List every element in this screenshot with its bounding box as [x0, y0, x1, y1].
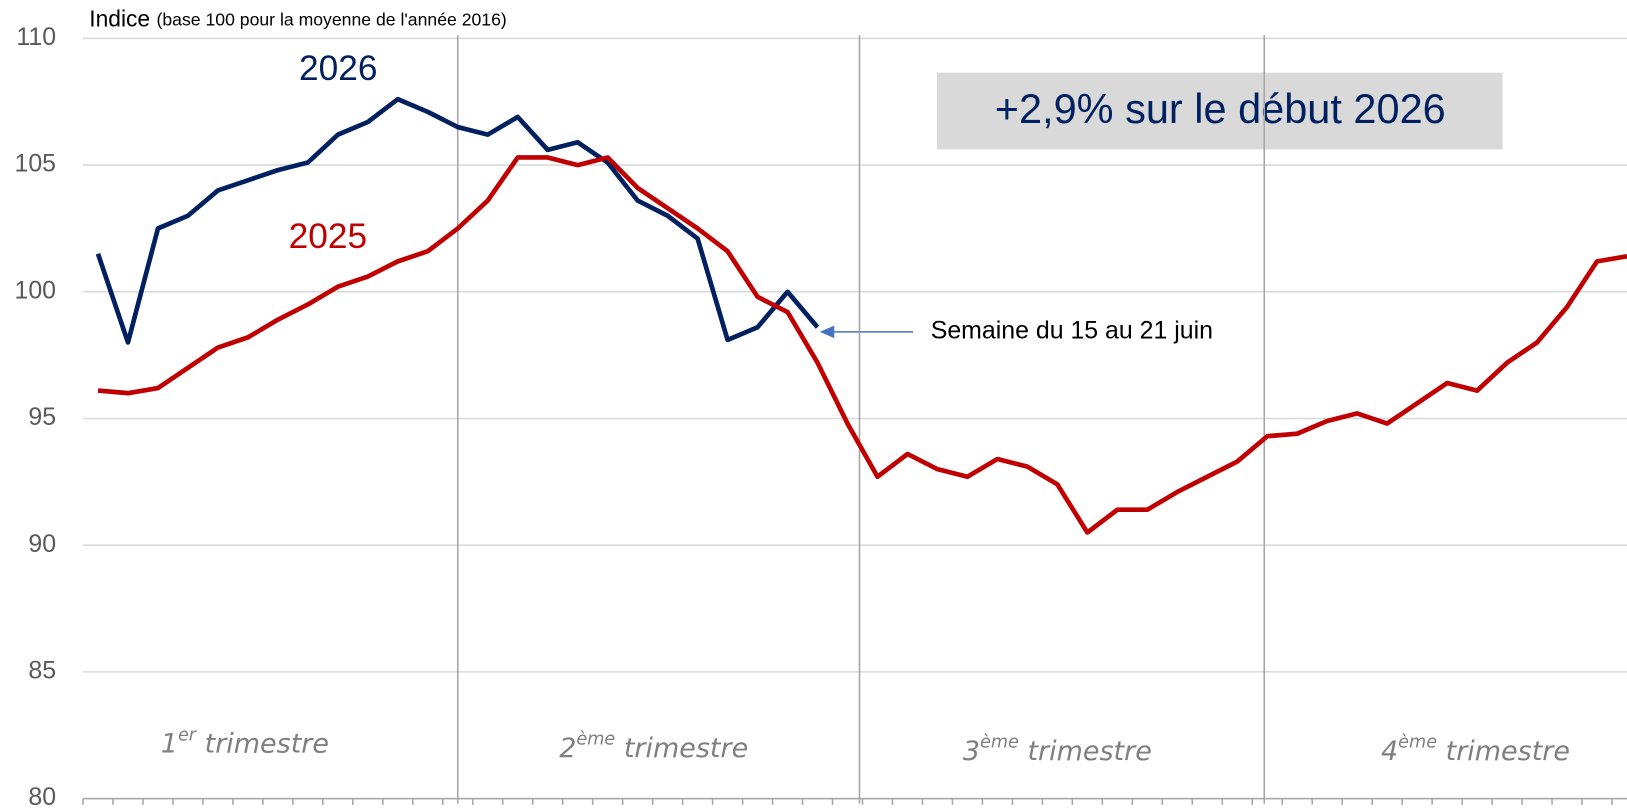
y-label: Indice [89, 6, 150, 32]
quarter-label: 2ème trimestre [559, 729, 748, 763]
legend-label: 2025 [289, 217, 367, 256]
y-label-note: (base 100 pour la moyenne de l'année 201… [156, 9, 506, 29]
y-tick-label: 105 [15, 150, 57, 178]
quarter-label: 3ème trimestre [963, 733, 1152, 767]
legend-label: 2026 [299, 49, 377, 88]
arrow-head [819, 325, 835, 339]
quarter-label: 4ème trimestre [1381, 733, 1570, 767]
highlight-text: +2,9% sur le début 2026 [995, 85, 1446, 132]
series-line [95, 96, 820, 345]
series-line [97, 155, 1627, 535]
y-axis-label: Indice (base 100 pour la moyenne de l'an… [89, 6, 507, 32]
quarter-label: 1er trimestre [161, 725, 329, 759]
y-tick-label: 80 [28, 783, 56, 810]
arrow-annotation: Semaine du 15 au 21 juin [931, 316, 1213, 344]
y-tick-label: 100 [15, 276, 57, 304]
y-tick-label: 90 [28, 530, 56, 558]
highlight-box [936, 72, 1503, 150]
y-tick-label: 95 [28, 403, 56, 431]
y-tick-label: 110 [16, 23, 56, 51]
y-tick-label: 85 [28, 656, 56, 684]
